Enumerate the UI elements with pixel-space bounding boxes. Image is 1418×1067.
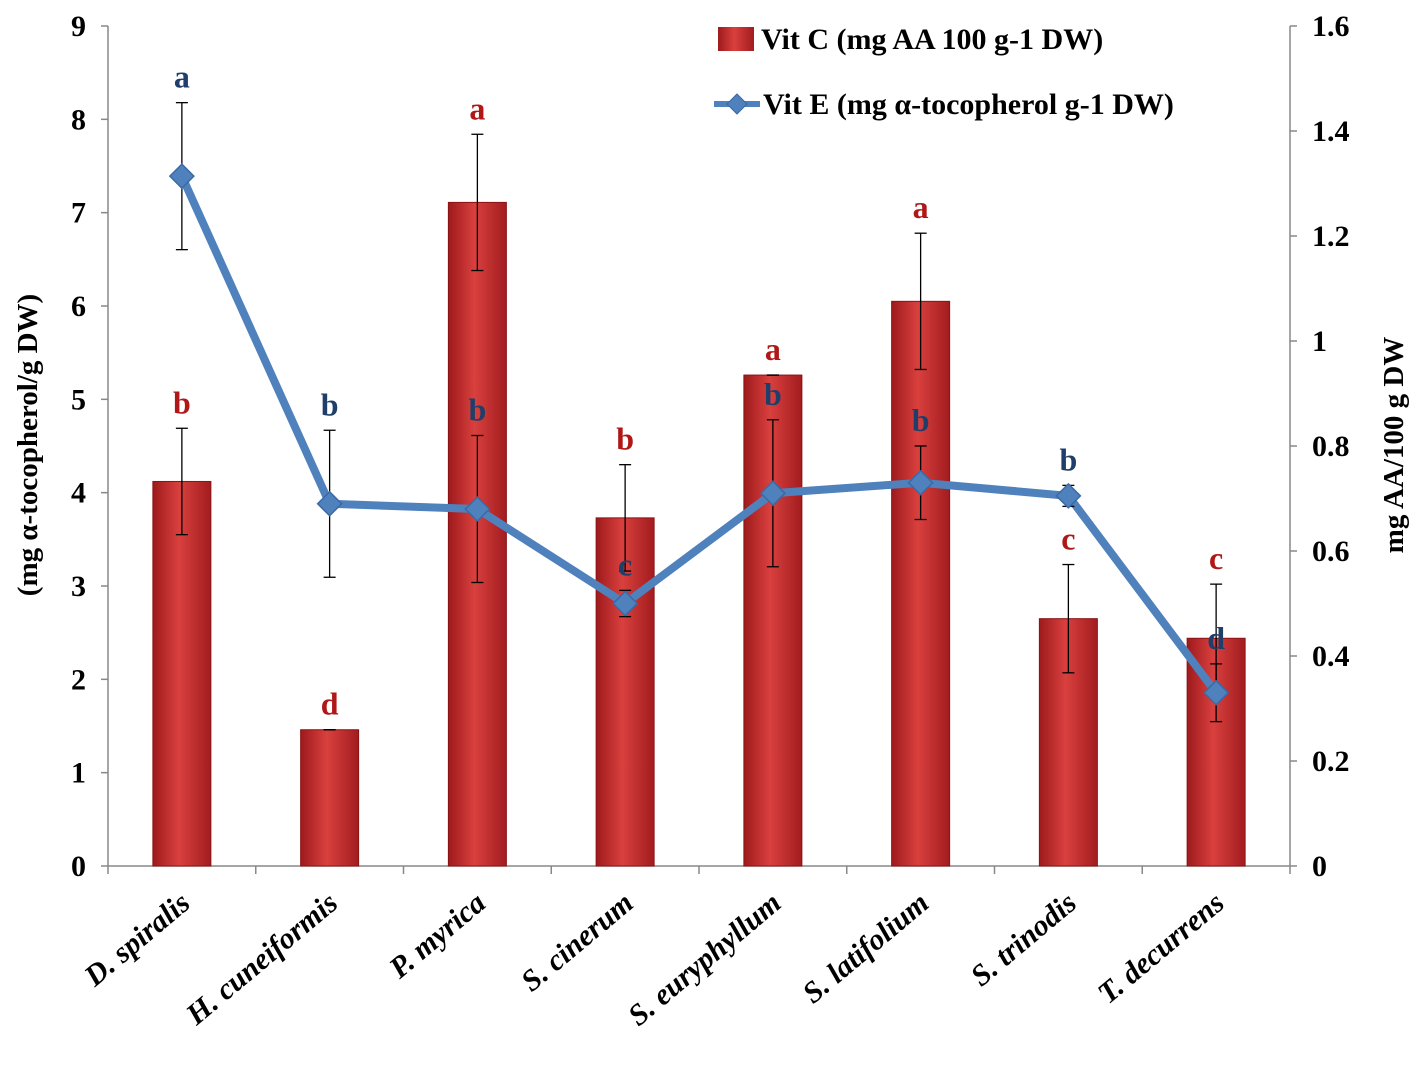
bar-vit-c (300, 729, 360, 867)
x-category-label: H. cuneiformis (179, 886, 344, 1032)
bar-significance-letter: a (469, 90, 485, 126)
legend: Vit C (mg AA 100 g-1 DW) Vit E (mg α-toc… (714, 23, 1174, 121)
right-axis-label: mg AA/100 g DW (1378, 337, 1410, 554)
left-tick-label: 3 (71, 570, 86, 603)
legend-vit-e-label: Vit E (mg α-tocopherol g-1 DW) (763, 88, 1174, 121)
line-point-marker (612, 590, 639, 617)
bar-vit-c (595, 517, 655, 867)
left-tick-label: 0 (71, 850, 86, 883)
x-category-label: D. spiralis (77, 886, 196, 993)
bar-significance-letter: c (1209, 540, 1223, 576)
line-point-marker (168, 163, 195, 190)
left-tick-label: 6 (71, 290, 86, 323)
line-significance-letter: b (468, 392, 486, 428)
right-tick-label: 0 (1312, 850, 1327, 883)
x-category-label: S. latifolium (796, 886, 935, 1010)
left-axis-label: (mg α-tocopherol/g DW) (12, 294, 44, 596)
right-tick-label: 1.6 (1312, 10, 1350, 43)
left-tick-label: 9 (71, 10, 86, 43)
bar-vit-c (891, 300, 951, 867)
right-tick-label: 0.2 (1312, 745, 1350, 778)
x-category-label: P. myrica (382, 886, 492, 985)
legend-diamond-marker (726, 93, 748, 115)
left-tick-label: 7 (71, 197, 86, 230)
right-tick-label: 1 (1312, 325, 1327, 358)
x-category-label: S. euryphyllum (622, 886, 788, 1032)
line-point-marker (907, 469, 934, 496)
bar-significance-letter: b (173, 384, 191, 420)
line-vit-e (178, 174, 1220, 696)
bar-significance-letter: d (321, 686, 339, 722)
left-tick-label: 5 (71, 383, 86, 416)
x-category-label: S. cinerum (515, 886, 640, 998)
bar-significance-letter: c (1061, 521, 1075, 557)
line-significance-letter: b (321, 386, 339, 422)
bar-significance-letter: b (616, 421, 634, 457)
line-significance-letter: b (1059, 441, 1077, 477)
line-significance-letter: d (1207, 620, 1225, 656)
line-point-marker (464, 495, 491, 523)
line-point-marker (759, 480, 786, 507)
line-point-marker (1203, 679, 1230, 706)
line-significance-letter: c (618, 546, 632, 582)
left-tick-label: 2 (71, 663, 86, 696)
right-tick-label: 0.6 (1312, 535, 1350, 568)
left-tick-label: 8 (71, 103, 86, 136)
line-significance-letter: b (764, 376, 782, 412)
legend-bar-swatch (718, 27, 754, 51)
right-tick-label: 0.4 (1312, 640, 1350, 673)
bar-vit-c (152, 480, 212, 867)
right-tick-label: 1.4 (1312, 115, 1350, 148)
line-point-marker (1055, 482, 1082, 509)
bar-significance-letter: a (765, 331, 781, 367)
left-tick-label: 1 (71, 757, 86, 790)
line-significance-letter: b (912, 402, 930, 438)
plot-area: 012345678900.20.40.60.811.21.41.6bdabaac… (71, 10, 1350, 1032)
line-point-marker (316, 490, 343, 517)
line-significance-letter: a (174, 59, 190, 95)
right-tick-label: 0.8 (1312, 430, 1350, 463)
x-category-label: S. trinodis (965, 886, 1083, 993)
right-tick-label: 1.2 (1312, 220, 1350, 253)
left-tick-label: 4 (71, 477, 86, 510)
bar-significance-letter: a (913, 189, 929, 225)
x-category-label: T. decurrens (1092, 886, 1231, 1010)
legend-vit-c-label: Vit C (mg AA 100 g-1 DW) (761, 23, 1103, 56)
